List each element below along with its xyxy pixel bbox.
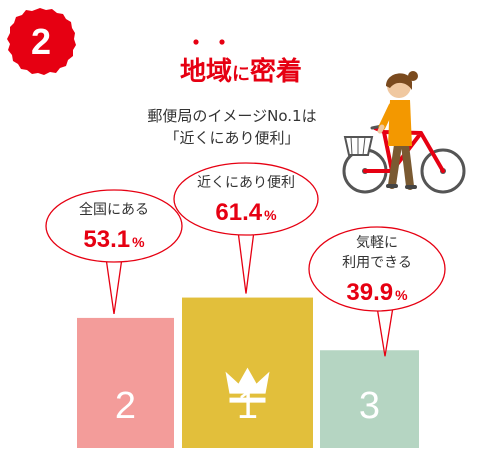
bar-value-label: 53.1% [83, 226, 145, 253]
woman-with-bicycle-icon [342, 71, 466, 194]
speech-bubble [173, 162, 319, 236]
bar-group-rank-1: 1 近くにあり便利 61.4% [173, 162, 319, 448]
subtitle-line-1: 郵便局のイメージNo.1は [147, 107, 316, 125]
subtitle-line-2: 「近くにあり便利」 [164, 129, 299, 147]
heading-main: 地域 [180, 57, 232, 87]
bar-group-rank-2: 2 全国にある 53.1% [45, 189, 183, 448]
emphasis-dot-icon [193, 39, 199, 45]
speech-bubble-tail [376, 306, 394, 357]
emphasis-dot-icon [219, 39, 225, 45]
number-badge: 2 [7, 8, 76, 75]
speech-bubble-tail [237, 230, 255, 294]
rank-number: 2 [115, 385, 136, 427]
crown-icon [225, 367, 270, 403]
heading-title: 地域に密着 [180, 56, 302, 87]
rank-number: 1 [237, 385, 258, 427]
speech-bubble [45, 189, 183, 263]
bar-label: 気軽に [356, 235, 398, 251]
heading-rest: 密着 [250, 56, 302, 87]
bar-rank-2 [77, 317, 174, 448]
bar-label: 全国にある [79, 201, 149, 218]
badge-number: 2 [31, 21, 51, 62]
heading-particle: に [232, 64, 250, 85]
bar-label: 利用できる [342, 255, 412, 271]
page-heading: 地域に密着 [180, 39, 302, 87]
bar-rank-3 [320, 350, 419, 448]
speech-bubble-tail [105, 257, 123, 314]
badge-circle-icon [7, 8, 76, 75]
bar-value-label: 61.4% [215, 199, 277, 226]
rank-number: 3 [359, 385, 380, 427]
speech-bubble [308, 226, 446, 312]
bar-value-label: 39.9% [346, 279, 408, 306]
bar-label: 近くにあり便利 [197, 175, 295, 191]
